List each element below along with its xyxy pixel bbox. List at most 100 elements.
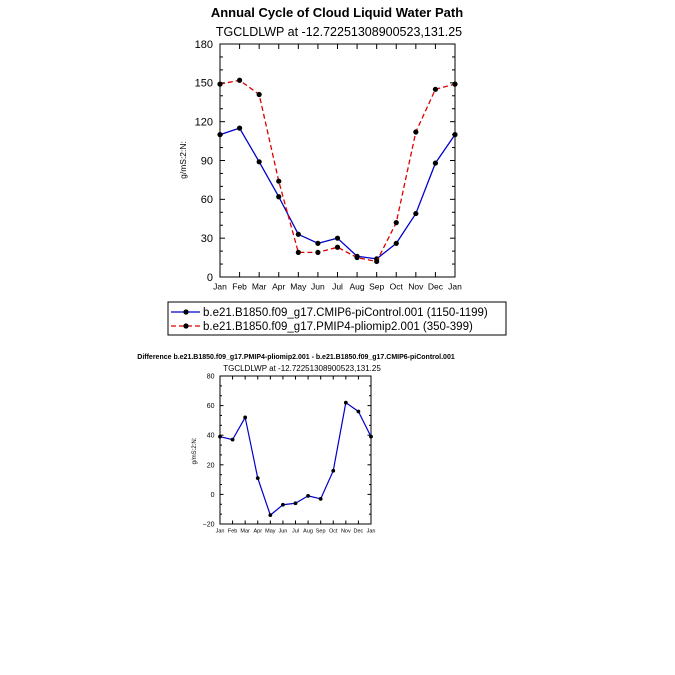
x-tick-label: Jan (367, 529, 376, 535)
y-tick-label: 80 (207, 373, 215, 380)
y-tick-label: 150 (195, 78, 213, 90)
data-point-marker (318, 496, 323, 501)
y-tick-label: 0 (207, 272, 213, 284)
data-point-marker (393, 240, 399, 246)
chart-top-legend: b.e21.B1850.f09_g17.CMIP6-piControl.001 … (167, 301, 507, 336)
data-point-marker (276, 194, 282, 200)
legend-label-pliomip: b.e21.B1850.f09_g17.PMIP4-pliomip2.001 (… (203, 321, 473, 333)
data-point-marker (256, 91, 262, 98)
y-tick-label: 120 (195, 117, 213, 129)
data-point-marker (218, 434, 222, 439)
legend-marker-picontrol (183, 309, 189, 315)
legend-marker-pliomip (183, 323, 189, 329)
data-point-marker (293, 501, 298, 506)
data-point-marker (255, 476, 260, 481)
data-point-marker (369, 434, 373, 439)
data-point-marker (413, 210, 419, 217)
x-tick-label: Apr (253, 529, 262, 535)
data-point-marker (356, 409, 361, 414)
chart-top: Annual Cycle of Cloud Liquid Water Path … (178, 5, 463, 292)
y-tick-label: 60 (207, 403, 215, 410)
chart-top-ylabel: g/mS:2:N: (178, 141, 188, 179)
x-tick-label: Jan (216, 529, 225, 535)
y-tick-label: 20 (207, 462, 215, 469)
x-tick-label: May (290, 282, 307, 292)
x-tick-label: Dec (428, 282, 444, 292)
chart-bottom-x-axis: Jan Feb Mar Apr May Jun Jul Aug Sep Oct Nov Dec Jan (216, 376, 376, 535)
chart-top-frame (219, 43, 456, 278)
x-tick-label: Jul (292, 529, 299, 535)
chart-top-x-axis: Jan Feb Mar Apr May Jun Jul Aug Sep Oct Nov Dec Jan (213, 44, 462, 292)
data-point-marker (236, 125, 243, 131)
data-point-marker (256, 159, 262, 165)
x-tick-label: Jun (278, 529, 287, 535)
x-tick-label: Mar (240, 529, 250, 535)
x-tick-label: Jan (213, 282, 227, 292)
x-tick-label: Apr (272, 282, 285, 292)
y-tick-label: 0 (211, 492, 215, 499)
data-point-marker (393, 220, 399, 226)
data-point-marker (217, 81, 223, 87)
x-tick-label: Nov (408, 282, 424, 292)
data-point-marker (432, 160, 439, 166)
data-point-marker (236, 77, 243, 83)
chart-top-y-axis: 0 30 60 90 120 150 180 (195, 39, 455, 284)
data-point-marker (432, 86, 439, 92)
x-tick-label: Jun (311, 282, 325, 292)
data-point-marker (268, 513, 273, 518)
x-tick-label: Nov (341, 529, 351, 535)
data-point-marker (243, 415, 248, 420)
data-point-marker (354, 254, 360, 261)
chart-top-title: Annual Cycle of Cloud Liquid Water Path (211, 5, 463, 20)
data-point-marker (315, 249, 321, 256)
data-point-marker (334, 235, 341, 241)
data-point-marker (452, 81, 458, 87)
chart-bottom: Difference b.e21.B1850.f09_g17.PMIP4-pli… (137, 354, 455, 535)
data-point-marker (331, 468, 336, 473)
data-point-marker (276, 178, 282, 184)
x-tick-label: Oct (329, 529, 338, 535)
data-point-marker (217, 132, 223, 138)
x-tick-label: Feb (228, 529, 237, 535)
x-tick-label: Dec (354, 529, 364, 535)
data-point-marker (334, 244, 341, 250)
x-tick-label: Aug (350, 282, 365, 292)
data-point-marker (452, 132, 458, 138)
x-tick-label: Jul (332, 282, 343, 292)
data-point-marker (315, 240, 321, 246)
chart-top-subtitle: TGCLDLWP at -12.72251308900523,131.25 (216, 25, 462, 39)
y-tick-label: −20 (203, 521, 215, 528)
data-point-marker (413, 129, 419, 135)
x-tick-label: Sep (316, 529, 326, 535)
y-tick-label: 30 (201, 233, 213, 245)
legend-frame (167, 301, 507, 336)
chart-bottom-title: Difference b.e21.B1850.f09_g17.PMIP4-pli… (137, 354, 455, 361)
x-tick-label: Sep (369, 282, 384, 292)
data-point-marker (306, 493, 310, 498)
series-line-0 (219, 402, 372, 516)
legend-label-picontrol: b.e21.B1850.f09_g17.CMIP6-piControl.001 … (203, 307, 488, 319)
data-point-marker (230, 437, 235, 442)
x-tick-label: Mar (252, 282, 267, 292)
x-tick-label: Jan (448, 282, 462, 292)
chart-bottom-y-axis: −20 0 20 40 60 80 (203, 373, 371, 528)
x-tick-label: May (265, 529, 276, 535)
chart-bottom-ylabel: g/mS:2:N: (192, 437, 198, 464)
data-point-marker (281, 502, 285, 507)
x-tick-label: Aug (303, 529, 313, 535)
data-point-marker (374, 258, 380, 265)
chart-top-series-group (217, 77, 458, 265)
y-tick-label: 90 (201, 155, 213, 167)
y-tick-label: 180 (195, 39, 213, 51)
y-tick-label: 60 (201, 194, 213, 206)
series-line-1 (219, 79, 456, 263)
y-tick-label: 40 (207, 433, 215, 440)
x-tick-label: Oct (390, 282, 404, 292)
data-point-marker (295, 231, 301, 237)
x-tick-label: Feb (232, 282, 247, 292)
data-point-marker (295, 249, 301, 256)
chart-bottom-subtitle: TGCLDLWP at -12.72251308900523,131.25 (223, 364, 381, 373)
data-point-marker (343, 400, 348, 405)
chart-bottom-series-group (218, 400, 373, 518)
